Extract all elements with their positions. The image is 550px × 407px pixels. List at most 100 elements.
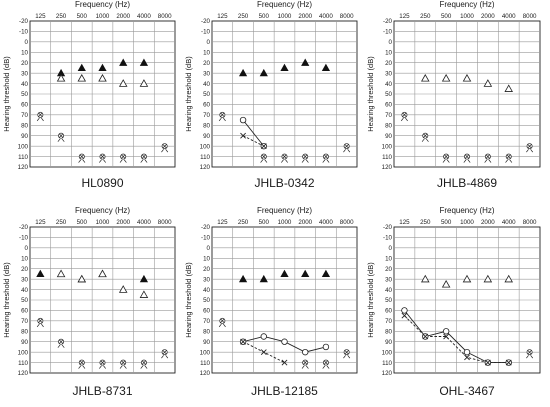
x-tick-label: 250 xyxy=(238,13,249,20)
y-tick-label: 40 xyxy=(385,81,392,88)
y-tick-label: 30 xyxy=(203,70,210,77)
audiogram-panel: -20 -10 0 10 20 30 40 50 60 70 80 90 100 110 120 125 250… xyxy=(2,0,176,190)
y-tick-label: 80 xyxy=(385,328,392,335)
marker-no-response xyxy=(140,153,148,163)
marker-open-triangle xyxy=(441,279,451,288)
chart-caption: HL0890 xyxy=(81,176,123,190)
x-tick-label: 1000 xyxy=(460,13,474,20)
x-tick-label: 2000 xyxy=(116,219,130,226)
marker-no-response xyxy=(99,359,106,369)
marker-x xyxy=(505,359,512,366)
y-axis-title: Hearing threshold (dB) xyxy=(366,262,375,338)
y-tick-label: 50 xyxy=(385,91,392,98)
x-tick-label: 2000 xyxy=(298,13,312,20)
y-tick-label: 10 xyxy=(21,49,28,56)
marker-filled-triangle xyxy=(98,63,107,72)
x-tick-label: 250 xyxy=(56,219,67,226)
x-tick-label: 4000 xyxy=(137,13,151,20)
y-axis-title: Hearing threshold (dB) xyxy=(184,262,193,338)
y-tick-label: -10 xyxy=(201,29,211,36)
y-tick-label: 90 xyxy=(385,339,392,346)
y-tick-label: 80 xyxy=(203,122,210,129)
marker-open-triangle xyxy=(483,274,493,283)
marker-filled-triangle xyxy=(259,68,268,77)
y-tick-label: 50 xyxy=(385,297,392,304)
y-tick-label: 110 xyxy=(200,154,210,161)
y-tick-label: 20 xyxy=(385,60,392,67)
x-tick-label: 250 xyxy=(420,219,431,226)
marker-x xyxy=(401,312,408,319)
marker-open-triangle xyxy=(139,290,149,298)
marker-no-response xyxy=(463,153,471,163)
y-tick-label: 70 xyxy=(21,112,28,119)
marker-filled-triangle xyxy=(139,274,149,283)
x-tick-label: 8000 xyxy=(158,13,172,20)
audiogram-panel: -20 -10 0 10 20 30 40 50 60 70 80 90 100 110 120 125 250… xyxy=(366,206,541,398)
y-tick-label: -20 xyxy=(19,224,29,231)
y-tick-label: 60 xyxy=(21,102,28,109)
x-tick-label: 125 xyxy=(217,219,228,226)
x-tick-label: 1000 xyxy=(96,219,110,226)
y-tick-label: 0 xyxy=(207,245,211,252)
y-tick-label: -10 xyxy=(19,29,29,36)
marker-open-circle xyxy=(260,333,267,340)
marker-no-response xyxy=(442,153,450,163)
x-tick-label: 250 xyxy=(420,13,431,20)
y-tick-label: -20 xyxy=(201,224,211,231)
marker-open-triangle xyxy=(421,274,430,283)
marker-no-response xyxy=(218,111,226,122)
y-tick-label: 30 xyxy=(385,70,392,77)
x-tick-label: 8000 xyxy=(523,13,537,20)
marker-filled-triangle xyxy=(280,63,289,72)
y-tick-label: 60 xyxy=(385,102,392,109)
y-tick-label: 0 xyxy=(389,39,393,46)
marker-no-response xyxy=(36,317,44,328)
y-tick-label: 10 xyxy=(385,255,392,262)
audiogram-panel: -20 -10 0 10 20 30 40 50 60 70 80 90 100 110 120 125 250… xyxy=(366,0,541,190)
marker-filled-triangle xyxy=(280,269,289,278)
marker-open-triangle xyxy=(504,274,513,283)
marker-no-response xyxy=(119,153,127,163)
y-tick-label: 70 xyxy=(203,318,210,325)
y-tick-label: 10 xyxy=(203,255,210,262)
y-tick-label: 90 xyxy=(21,339,28,346)
audiogram-panel: -20 -10 0 10 20 30 40 50 60 70 80 90 100 110 120 125 250… xyxy=(184,0,358,190)
x-tick-label: 8000 xyxy=(158,219,172,226)
marker-open-triangle xyxy=(77,274,87,283)
y-tick-label: 110 xyxy=(200,360,210,367)
x-tick-label: 8000 xyxy=(523,219,537,226)
y-tick-label: 30 xyxy=(203,276,210,283)
marker-no-response xyxy=(343,143,351,153)
marker-no-response xyxy=(78,359,86,369)
marker-filled-triangle xyxy=(36,269,45,278)
y-tick-label: 60 xyxy=(385,308,392,315)
y-tick-label: -20 xyxy=(201,18,211,25)
y-tick-label: 70 xyxy=(385,112,392,119)
y-tick-label: 0 xyxy=(25,39,29,46)
marker-filled-triangle xyxy=(301,269,310,278)
y-tick-label: 10 xyxy=(21,255,28,262)
marker-open-circle xyxy=(281,338,288,345)
marker-no-response xyxy=(57,132,65,142)
x-tick-label: 1000 xyxy=(278,219,292,226)
marker-x xyxy=(240,338,246,345)
y-tick-label: 50 xyxy=(203,297,210,304)
marker-no-response xyxy=(343,349,351,359)
y-tick-label: 0 xyxy=(389,245,393,252)
chart-caption: JHLB-4869 xyxy=(437,176,497,190)
marker-open-triangle xyxy=(118,79,128,87)
y-tick-label: 120 xyxy=(200,164,211,171)
x-axis-title: Frequency (Hz) xyxy=(75,0,130,9)
y-tick-label: -10 xyxy=(19,235,29,242)
y-tick-label: 80 xyxy=(21,122,28,129)
marker-no-response xyxy=(505,153,513,163)
y-tick-label: 20 xyxy=(21,266,28,273)
chart-caption: JHLB-8731 xyxy=(72,384,132,398)
marker-open-triangle xyxy=(77,73,87,82)
y-tick-label: 20 xyxy=(21,60,28,67)
y-tick-label: 30 xyxy=(385,276,392,283)
y-tick-label: 100 xyxy=(200,349,211,356)
x-tick-label: 125 xyxy=(35,219,46,226)
y-tick-label: 60 xyxy=(203,308,210,315)
y-axis-title: Hearing threshold (dB) xyxy=(184,56,193,132)
